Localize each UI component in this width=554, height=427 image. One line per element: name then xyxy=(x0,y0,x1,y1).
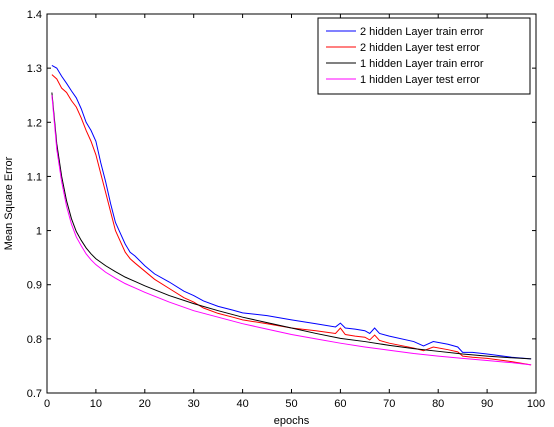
x-tick-label: 80 xyxy=(432,398,444,410)
y-tick-label: 0.8 xyxy=(27,334,42,346)
x-tick-label: 30 xyxy=(188,398,200,410)
series-line-3 xyxy=(51,92,532,360)
y-tick-label: 1.3 xyxy=(27,63,42,75)
series-line-2 xyxy=(51,74,532,366)
x-tick-label: 100 xyxy=(527,398,545,410)
y-tick-label: 1 xyxy=(36,226,42,238)
ticks-layer: 0 10 20 30 40 50 60 70 80 90 100 0.7 0.8 0.9 1 1.1 1.2 1.… xyxy=(27,9,545,410)
x-tick-label: 60 xyxy=(334,398,346,410)
legend-label-2: 2 hidden Layer test error xyxy=(360,42,480,54)
x-tick-label: 0 xyxy=(44,398,50,410)
series-layer xyxy=(51,65,532,366)
x-tick-label: 70 xyxy=(383,398,395,410)
x-tick-label: 40 xyxy=(236,398,248,410)
x-tick-label: 90 xyxy=(481,398,493,410)
y-tick-label: 1.1 xyxy=(27,171,42,183)
y-tick-label: 1.4 xyxy=(27,9,42,21)
x-axis-label: epochs xyxy=(274,415,310,427)
y-tick-label: 1.2 xyxy=(27,117,42,129)
legend: 2 hidden Layer train error 2 hidden Layer… xyxy=(317,17,531,95)
y-axis-label: Mean Square Error xyxy=(3,156,15,250)
series-line-4 xyxy=(51,95,532,366)
legend-label-3: 1 hidden Layer train error xyxy=(360,58,484,70)
x-tick-label: 20 xyxy=(139,398,151,410)
x-tick-label: 50 xyxy=(285,398,297,410)
legend-label-4: 1 hidden Layer test error xyxy=(360,74,480,86)
legend-items: 2 hidden Layer train error 2 hidden Layer… xyxy=(326,26,484,86)
legend-label-1: 2 hidden Layer train error xyxy=(360,26,484,38)
y-tick-label: 0.9 xyxy=(27,280,42,292)
series-line-1 xyxy=(51,65,532,360)
y-tick-label: 0.7 xyxy=(27,388,42,400)
x-tick-label: 10 xyxy=(90,398,102,410)
